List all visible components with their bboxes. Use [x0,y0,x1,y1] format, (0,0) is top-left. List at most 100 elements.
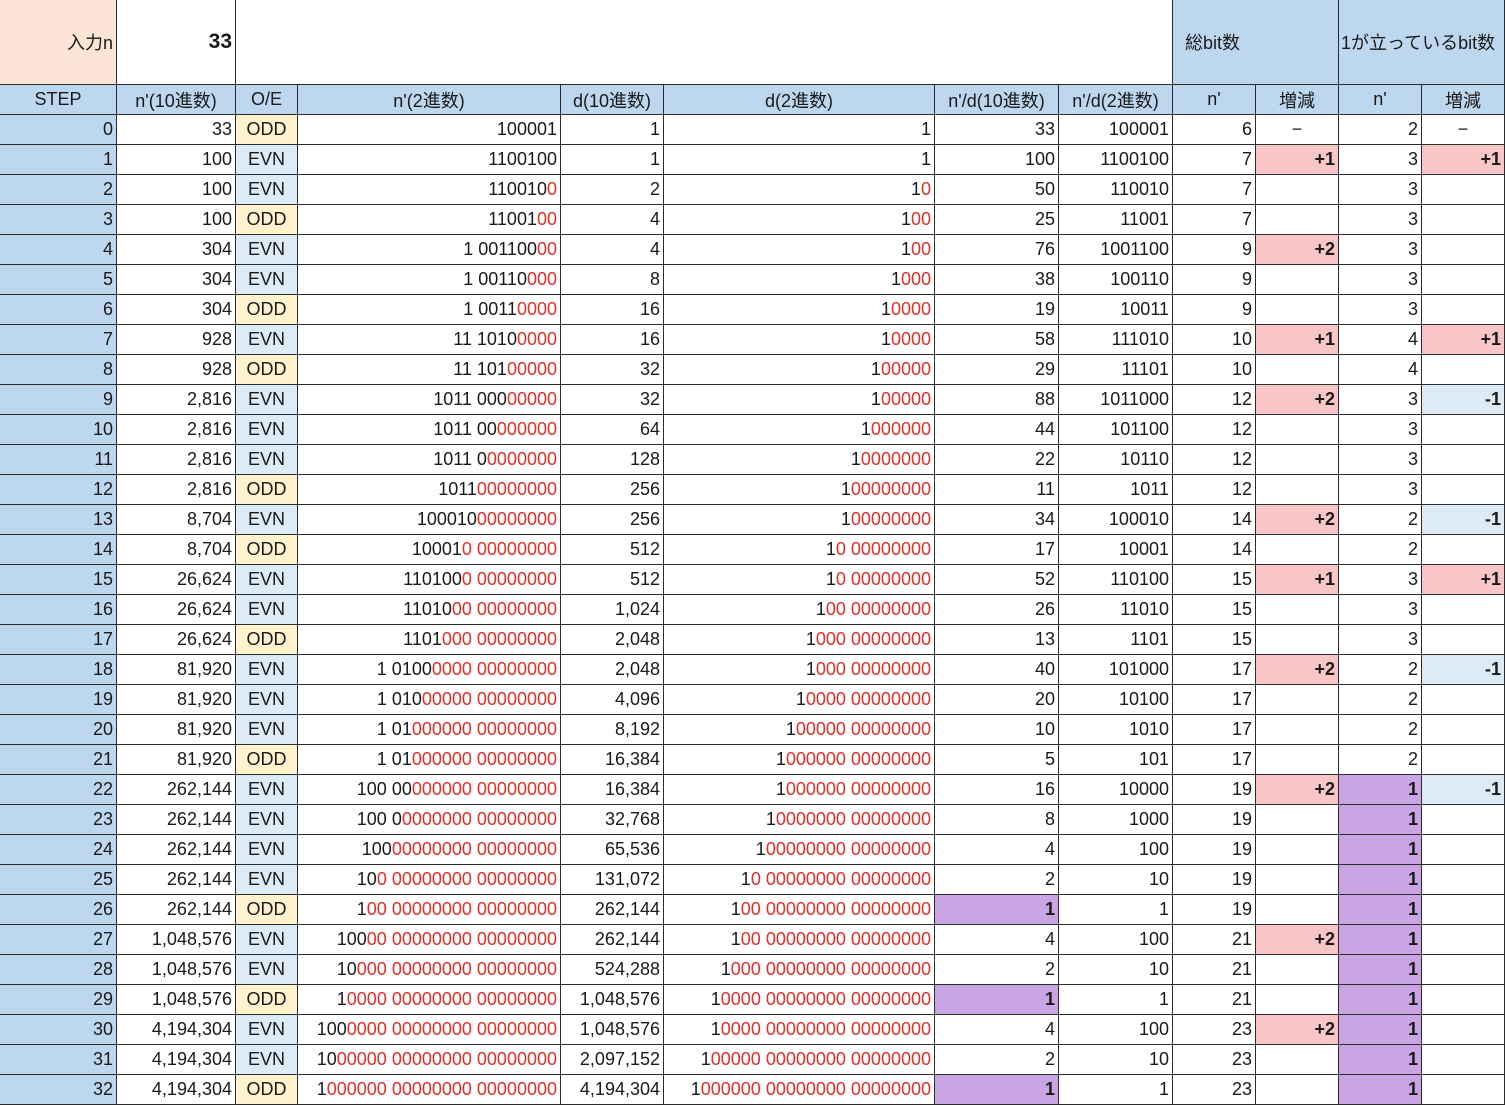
cell-n-decimal[interactable]: 928 [117,325,236,355]
cell-step[interactable]: 20 [0,715,117,745]
cell-total-bits-delta[interactable] [1256,685,1339,715]
cell-set-bits[interactable]: 3 [1339,385,1422,415]
cell-total-bits-delta[interactable]: +1 [1256,325,1339,355]
cell-quotient-binary[interactable]: 100110 [1059,265,1173,295]
cell-total-bits[interactable]: 9 [1173,265,1256,295]
cell-d-decimal[interactable]: 16,384 [561,745,664,775]
input-n-label[interactable]: 入力n [0,0,117,85]
cell-n-decimal[interactable]: 26,624 [117,595,236,625]
cell-n-decimal[interactable]: 262,144 [117,805,236,835]
cell-step[interactable]: 15 [0,565,117,595]
cell-quotient-decimal[interactable]: 44 [935,415,1059,445]
cell-set-bits-delta[interactable] [1422,895,1505,925]
cell-n-decimal[interactable]: 26,624 [117,565,236,595]
cell-quotient-binary[interactable]: 1 [1059,1075,1173,1105]
cell-d-binary[interactable]: 1 00 [664,235,935,265]
cell-quotient-binary[interactable]: 11101 [1059,355,1173,385]
cell-n-decimal[interactable]: 8,704 [117,535,236,565]
cell-quotient-decimal[interactable]: 8 [935,805,1059,835]
cell-odd-even[interactable]: EVN [236,955,298,985]
cell-quotient-decimal[interactable]: 50 [935,175,1059,205]
cell-odd-even[interactable]: EVN [236,1015,298,1045]
cell-quotient-decimal[interactable]: 40 [935,655,1059,685]
cell-total-bits-delta[interactable] [1256,475,1339,505]
cell-total-bits[interactable]: 21 [1173,925,1256,955]
cell-quotient-decimal[interactable]: 38 [935,265,1059,295]
cell-set-bits-delta[interactable] [1422,475,1505,505]
cell-d-binary[interactable]: 1 00000000 [664,475,935,505]
cell-set-bits[interactable]: 2 [1339,115,1422,145]
cell-total-bits[interactable]: 17 [1173,685,1256,715]
cell-d-decimal[interactable]: 32,768 [561,805,664,835]
cell-d-decimal[interactable]: 262,144 [561,925,664,955]
cell-quotient-binary[interactable]: 10011 [1059,295,1173,325]
cell-total-bits-delta[interactable] [1256,205,1339,235]
cell-n-decimal[interactable]: 26,624 [117,625,236,655]
cell-step[interactable]: 9 [0,385,117,415]
cell-total-bits[interactable]: 14 [1173,505,1256,535]
cell-n-decimal[interactable]: 2,816 [117,445,236,475]
cell-total-bits[interactable]: 15 [1173,565,1256,595]
cell-odd-even[interactable]: EVN [236,685,298,715]
cell-d-binary[interactable]: 1 000 00000000 [664,655,935,685]
cell-d-decimal[interactable]: 32 [561,385,664,415]
cell-d-decimal[interactable]: 16,384 [561,775,664,805]
cell-total-bits-delta[interactable] [1256,535,1339,565]
cell-total-bits[interactable]: 12 [1173,385,1256,415]
cell-quotient-decimal[interactable]: 33 [935,115,1059,145]
cell-set-bits[interactable]: 4 [1339,355,1422,385]
cell-set-bits-delta[interactable]: -1 [1422,505,1505,535]
header-step[interactable]: STEP [0,85,117,115]
cell-step[interactable]: 6 [0,295,117,325]
cell-total-bits-delta[interactable] [1256,865,1339,895]
cell-d-binary[interactable]: 1 00 [664,205,935,235]
cell-odd-even[interactable]: EVN [236,715,298,745]
cell-step[interactable]: 28 [0,955,117,985]
cell-step[interactable]: 21 [0,745,117,775]
cell-odd-even[interactable]: ODD [236,475,298,505]
cell-quotient-decimal[interactable]: 16 [935,775,1059,805]
cell-d-decimal[interactable]: 131,072 [561,865,664,895]
cell-set-bits[interactable]: 1 [1339,775,1422,805]
cell-step[interactable]: 31 [0,1045,117,1075]
cell-total-bits[interactable]: 6 [1173,115,1256,145]
cell-quotient-decimal[interactable]: 2 [935,865,1059,895]
cell-odd-even[interactable]: EVN [236,235,298,265]
cell-odd-even[interactable]: ODD [236,985,298,1015]
cell-odd-even[interactable]: ODD [236,535,298,565]
cell-odd-even[interactable]: ODD [236,625,298,655]
cell-quotient-binary[interactable]: 10100 [1059,685,1173,715]
cell-step[interactable]: 10 [0,415,117,445]
cell-quotient-binary[interactable]: 101000 [1059,655,1173,685]
cell-quotient-decimal[interactable]: 1 [935,985,1059,1015]
cell-quotient-decimal[interactable]: 22 [935,445,1059,475]
cell-total-bits[interactable]: 15 [1173,625,1256,655]
cell-n-decimal[interactable]: 4,194,304 [117,1015,236,1045]
cell-set-bits[interactable]: 3 [1339,205,1422,235]
cell-total-bits-delta[interactable] [1256,265,1339,295]
cell-d-decimal[interactable]: 2,048 [561,625,664,655]
cell-total-bits[interactable]: 17 [1173,715,1256,745]
cell-set-bits[interactable]: 1 [1339,835,1422,865]
cell-set-bits-delta[interactable] [1422,835,1505,865]
cell-quotient-binary[interactable]: 1011 [1059,475,1173,505]
cell-odd-even[interactable]: ODD [236,1075,298,1105]
cell-d-decimal[interactable]: 1,048,576 [561,1015,664,1045]
cell-total-bits[interactable]: 12 [1173,445,1256,475]
cell-step[interactable]: 23 [0,805,117,835]
cell-n-binary[interactable]: 100001 [298,115,561,145]
cell-n-decimal[interactable]: 1,048,576 [117,955,236,985]
cell-n-decimal[interactable]: 8,704 [117,505,236,535]
cell-set-bits[interactable]: 3 [1339,625,1422,655]
cell-d-binary[interactable]: 1 0000 [664,295,935,325]
cell-odd-even[interactable]: EVN [236,805,298,835]
